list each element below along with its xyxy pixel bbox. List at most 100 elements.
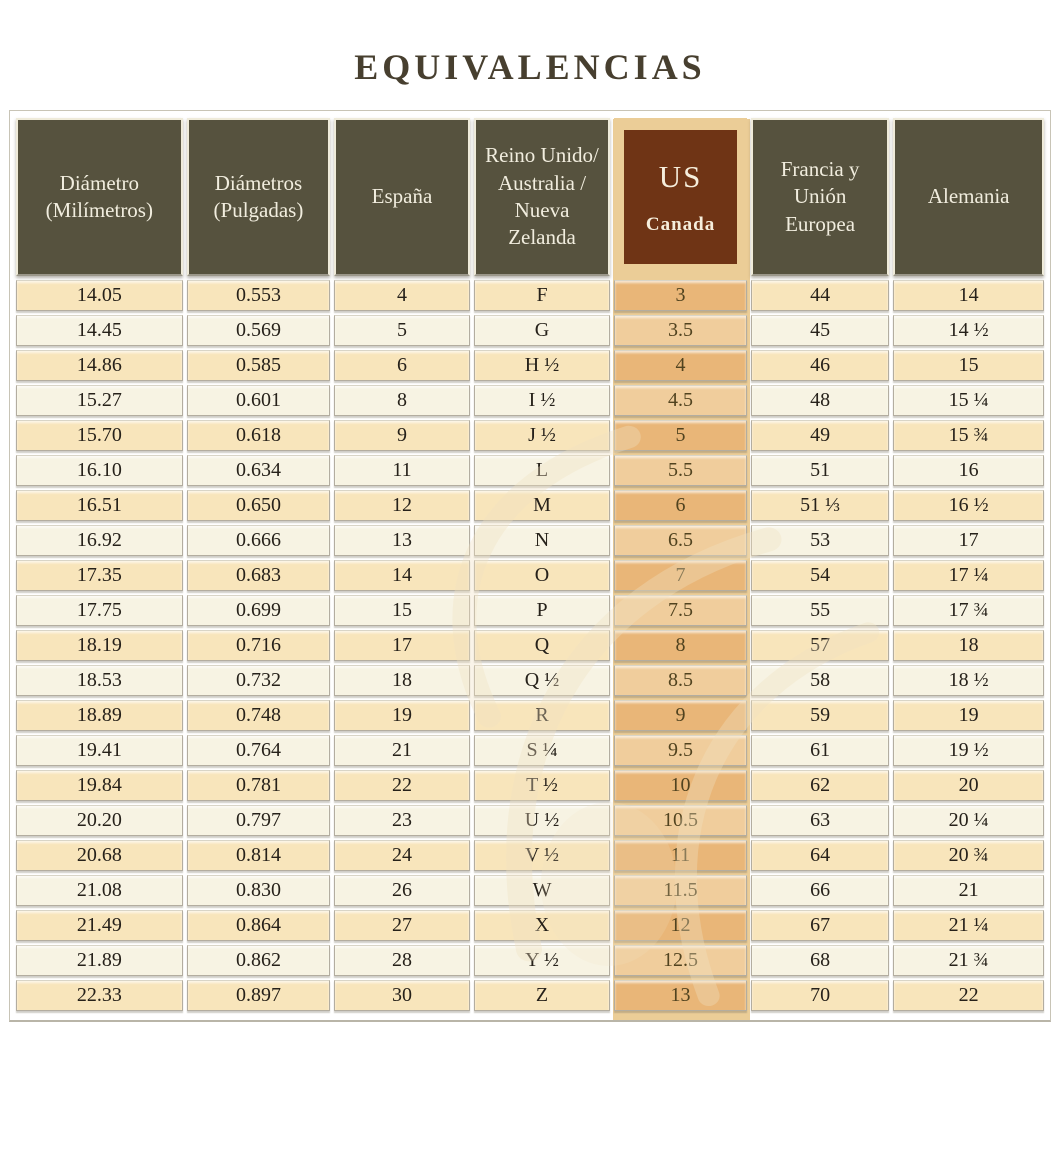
cell-germany-size: 21 ¼ (893, 910, 1044, 941)
cell-spain-size: 15 (334, 595, 470, 626)
cell-us-size: 9 (614, 700, 747, 731)
cell-us-size: 3 (614, 280, 747, 311)
ring-size-table-frame: Diámetro (Milímetros) Diámetros (Pulgada… (9, 110, 1051, 1022)
cell-uk-size: W (473, 875, 611, 906)
cell-germany-size: 14 ½ (893, 315, 1044, 346)
table-row: 17.75 0.699 15 P 7.5 55 17 ¾ (16, 595, 1044, 626)
canada-label: Canada (645, 213, 716, 235)
cell-france-size: 46 (750, 350, 890, 381)
cell-diameter-inches: 0.781 (186, 770, 331, 801)
cell-uk-size: Q (473, 630, 611, 661)
table-row: 17.35 0.683 14 O 7 54 17 ¼ (16, 560, 1044, 591)
cell-us-size: 9.5 (614, 735, 747, 766)
cell-diameter-inches: 0.585 (186, 350, 331, 381)
cell-diameter-inches: 0.650 (186, 490, 331, 521)
cell-spain-size: 21 (334, 735, 470, 766)
cell-us-size: 8 (614, 630, 747, 661)
cell-diameter-mm: 18.89 (16, 700, 183, 731)
cell-diameter-mm: 15.27 (16, 385, 183, 416)
cell-diameter-inches: 0.864 (186, 910, 331, 941)
column-header-france-eu: Francia y Unión Europea (750, 118, 890, 276)
cell-spain-size: 23 (334, 805, 470, 836)
cell-diameter-mm: 17.35 (16, 560, 183, 591)
cell-diameter-mm: 17.75 (16, 595, 183, 626)
cell-germany-size: 15 (893, 350, 1044, 381)
page-title: EQUIVALENCIAS (354, 47, 706, 87)
cell-uk-size: M (473, 490, 611, 521)
cell-france-size: 67 (750, 910, 890, 941)
cell-germany-size: 16 (893, 455, 1044, 486)
table-row: 21.08 0.830 26 W 11.5 66 21 (16, 875, 1044, 906)
cell-germany-size: 17 ¼ (893, 560, 1044, 591)
table-row: 14.05 0.553 4 F 3 44 14 (16, 280, 1044, 311)
table-header-row: Diámetro (Milímetros) Diámetros (Pulgada… (16, 118, 1044, 276)
cell-spain-size: 22 (334, 770, 470, 801)
cell-us-size: 5.5 (614, 455, 747, 486)
cell-us-size: 7.5 (614, 595, 747, 626)
cell-france-size: 70 (750, 980, 890, 1011)
us-label: US (658, 158, 703, 194)
cell-france-size: 61 (750, 735, 890, 766)
cell-uk-size: S ¼ (473, 735, 611, 766)
cell-diameter-mm: 20.20 (16, 805, 183, 836)
equivalence-page: EQUIVALENCIAS Diámetro (Milímetros) (0, 46, 1060, 1022)
cell-uk-size: V ½ (473, 840, 611, 871)
cell-france-size: 51 (750, 455, 890, 486)
cell-spain-size: 11 (334, 455, 470, 486)
cell-france-size: 62 (750, 770, 890, 801)
cell-uk-size: G (473, 315, 611, 346)
cell-us-size: 11.5 (614, 875, 747, 906)
cell-uk-size: U ½ (473, 805, 611, 836)
cell-diameter-inches: 0.683 (186, 560, 331, 591)
cell-uk-size: Y ½ (473, 945, 611, 976)
table-row: 14.86 0.585 6 H ½ 4 46 15 (16, 350, 1044, 381)
cell-spain-size: 24 (334, 840, 470, 871)
cell-germany-size: 21 ¾ (893, 945, 1044, 976)
cell-france-size: 53 (750, 525, 890, 556)
table-row: 16.92 0.666 13 N 6.5 53 17 (16, 525, 1044, 556)
table-row: 16.10 0.634 11 L 5.5 51 16 (16, 455, 1044, 486)
table-row: 15.27 0.601 8 I ½ 4.5 48 15 ¼ (16, 385, 1044, 416)
cell-germany-size: 15 ¼ (893, 385, 1044, 416)
cell-france-size: 59 (750, 700, 890, 731)
cell-germany-size: 19 ½ (893, 735, 1044, 766)
cell-diameter-inches: 0.716 (186, 630, 331, 661)
cell-diameter-mm: 16.51 (16, 490, 183, 521)
cell-us-size: 12 (614, 910, 747, 941)
cell-uk-size: O (473, 560, 611, 591)
cell-diameter-mm: 21.08 (16, 875, 183, 906)
cell-france-size: 68 (750, 945, 890, 976)
cell-france-size: 64 (750, 840, 890, 871)
cell-germany-size: 15 ¾ (893, 420, 1044, 451)
column-header-diameter-inches: Diámetros (Pulgadas) (186, 118, 331, 276)
table-row: 16.51 0.650 12 M 6 51 ⅓ 16 ½ (16, 490, 1044, 521)
table-row: 14.45 0.569 5 G 3.5 45 14 ½ (16, 315, 1044, 346)
cell-diameter-inches: 0.897 (186, 980, 331, 1011)
cell-germany-size: 20 (893, 770, 1044, 801)
cell-us-size: 3.5 (614, 315, 747, 346)
cell-diameter-inches: 0.748 (186, 700, 331, 731)
cell-spain-size: 8 (334, 385, 470, 416)
table-row: 15.70 0.618 9 J ½ 5 49 15 ¾ (16, 420, 1044, 451)
cell-uk-size: L (473, 455, 611, 486)
cell-germany-size: 18 ½ (893, 665, 1044, 696)
cell-us-size: 8.5 (614, 665, 747, 696)
cell-diameter-inches: 0.634 (186, 455, 331, 486)
table-row: 20.20 0.797 23 U ½ 10.5 63 20 ¼ (16, 805, 1044, 836)
cell-spain-size: 26 (334, 875, 470, 906)
column-header-diameter-mm: Diámetro (Milímetros) (16, 118, 183, 276)
cell-uk-size: Z (473, 980, 611, 1011)
cell-us-size: 10 (614, 770, 747, 801)
cell-uk-size: X (473, 910, 611, 941)
cell-diameter-inches: 0.830 (186, 875, 331, 906)
cell-france-size: 55 (750, 595, 890, 626)
cell-spain-size: 30 (334, 980, 470, 1011)
cell-diameter-mm: 14.86 (16, 350, 183, 381)
cell-france-size: 44 (750, 280, 890, 311)
cell-uk-size: P (473, 595, 611, 626)
cell-france-size: 57 (750, 630, 890, 661)
cell-france-size: 48 (750, 385, 890, 416)
column-header-germany: Alemania (893, 118, 1044, 276)
table-row: 18.53 0.732 18 Q ½ 8.5 58 18 ½ (16, 665, 1044, 696)
cell-diameter-inches: 0.666 (186, 525, 331, 556)
